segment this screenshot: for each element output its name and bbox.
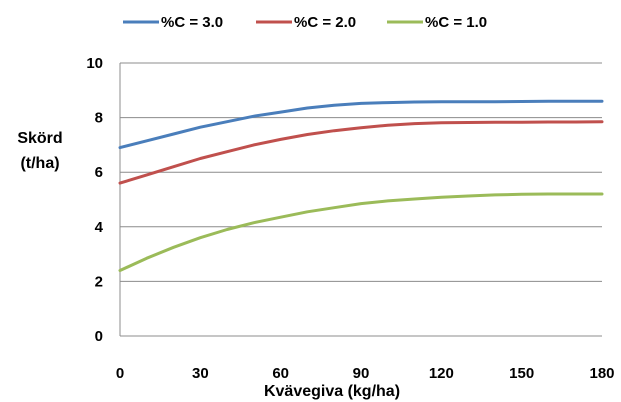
y-tick-label: 2 (95, 273, 103, 290)
y-axis-label-line1: Skörd (17, 130, 62, 147)
series-line-3 (118, 192, 604, 272)
y-tick-label: 0 (95, 328, 103, 345)
legend-label-1: %C = 3.0 (161, 14, 223, 31)
y-tick-label: 8 (95, 110, 103, 127)
x-tick-label: 60 (272, 365, 289, 382)
x-tick-label: 30 (192, 365, 209, 382)
y-tick-label: 4 (95, 219, 104, 236)
axes (119, 63, 602, 337)
x-tick-label: 150 (509, 365, 534, 382)
legend-label-3: %C = 1.0 (425, 14, 487, 31)
y-tick-label: 10 (86, 55, 103, 72)
legend-label-2: %C = 2.0 (294, 14, 356, 31)
x-tick-label: 0 (116, 365, 124, 382)
x-axis-label: Kvävegiva (kg/ha) (264, 383, 400, 400)
y-tick-label: 6 (95, 164, 103, 181)
tick-labels: 0 2 4 6 8 10 0 30 60 90 120 150 180 (86, 55, 614, 382)
series-line-2 (118, 120, 604, 185)
y-axis-label-line2: (t/ha) (20, 155, 59, 172)
x-tick-label: 180 (589, 365, 614, 382)
x-tick-label: 120 (429, 365, 454, 382)
x-tick-label: 90 (353, 365, 370, 382)
grid (120, 62, 602, 282)
legend: %C = 3.0 %C = 2.0 %C = 1.0 (123, 14, 487, 31)
series-lines (118, 99, 604, 272)
series-line-1 (118, 99, 604, 150)
